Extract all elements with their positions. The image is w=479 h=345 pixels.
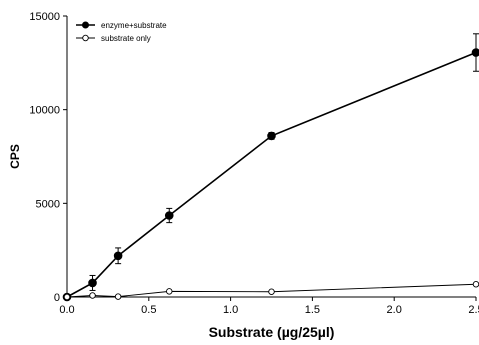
data-point [165,288,173,295]
legend-marker [82,21,89,29]
data-point [89,292,96,299]
data-point [114,293,122,300]
legend-label: substrate only [101,34,151,43]
y-tick-label: 0 [54,292,60,304]
axes [66,16,476,298]
x-tick-label: 2.0 [387,304,402,316]
data-point [471,48,479,57]
data-point [88,278,97,288]
ticks: 0.0 0.5 1.0 1.5 2.0 2.5 0 5000 10000 15000 [29,11,479,316]
y-tick-label: 15000 [29,11,60,23]
x-tick-label: 2.5 [468,304,479,316]
series-layer [62,33,479,302]
x-axis-title: Substrate (µg/25µl) [209,324,335,340]
data-point [113,251,123,261]
y-tick-label: 10000 [29,105,60,117]
x-tick-label: 0.5 [141,304,156,316]
data-point [63,293,71,301]
x-tick-label: 0.0 [59,304,74,316]
data-point [472,281,479,288]
data-point [164,211,174,220]
series-substrate-only [63,281,479,301]
series-line [66,51,477,298]
y-axis-title: CPS [8,144,22,169]
y-tick-label: 5000 [36,198,60,210]
x-tick-label: 1.0 [223,304,238,316]
series-line [66,283,477,298]
x-tick-label: 1.5 [305,304,320,316]
legend-label: enzyme+substrate [101,21,167,30]
series-enzyme-substrate [62,33,479,302]
legend-marker [82,34,89,42]
legend: enzyme+substrate substrate only [76,21,167,43]
data-point [267,131,276,141]
data-point [268,288,275,296]
